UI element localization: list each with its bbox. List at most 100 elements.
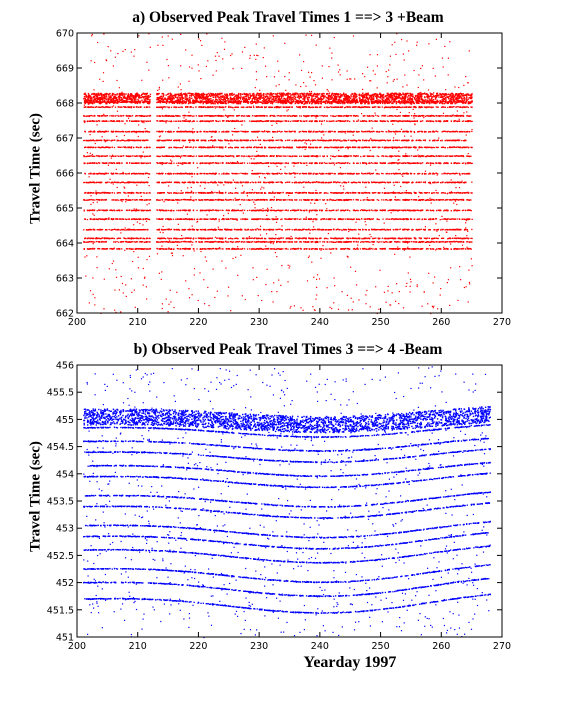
data-point [186,95,188,97]
data-point [448,98,450,100]
data-point [253,97,255,99]
data-point [103,99,106,101]
data-point [436,101,438,103]
data-point [422,100,424,102]
data-point [325,115,327,117]
data-point [433,95,435,97]
data-point [250,106,252,108]
data-point [147,98,149,101]
data-point [91,98,93,100]
data-point [130,115,132,117]
data-point [134,101,136,103]
data-point [302,95,304,97]
data-point [379,102,381,104]
data-point [371,98,373,101]
data-point [305,101,307,103]
data-point [456,95,459,97]
data-point [336,93,338,96]
data-point [95,97,97,99]
data-point [121,98,124,100]
data-point [225,120,227,122]
data-point [88,95,90,98]
data-point [410,98,412,100]
data-point [130,106,132,108]
data-point [316,120,318,123]
data-point [105,95,108,97]
data-point [444,93,447,95]
data-point [421,95,423,98]
data-point [143,101,146,103]
data-point [361,106,363,108]
data-point [423,93,425,95]
data-point [446,95,448,98]
data-point [404,102,406,105]
data-point [208,121,210,123]
data-point [299,96,301,99]
data-point [307,99,310,101]
data-point [286,94,288,96]
data-point [303,97,305,99]
data-point [111,94,114,97]
data-point [195,115,197,117]
data-point [383,115,386,117]
data-point [465,94,467,97]
plot-panel-a: 200 210 220 230 240 250 260 2706626636646656666… [56,29,511,329]
data-point [187,102,190,105]
data-point [346,102,349,104]
data-point [126,97,128,100]
data-point [244,98,246,100]
data-point [247,101,249,103]
data-point [399,102,401,105]
data-point [318,102,320,105]
data-point [303,106,305,108]
data-point [440,115,442,117]
data-point [226,96,228,98]
data-point [408,99,411,102]
data-point [269,92,271,94]
data-point [122,94,124,96]
data-point [243,120,246,122]
data-point [226,93,228,96]
data-point [387,102,389,104]
data-point [458,120,460,122]
data-point [246,94,248,96]
data-point [297,96,299,98]
data-point [266,95,269,97]
data-point [370,120,373,122]
data-point [183,93,185,96]
data-point [414,120,416,122]
data-point [241,93,243,95]
data-point [402,120,404,123]
data-point [97,120,100,122]
data-point [100,131,102,133]
data-point [293,93,295,95]
data-point [381,96,383,98]
data-point [417,99,419,101]
data-point [261,106,263,109]
data-point [359,94,361,96]
data-point [352,120,355,122]
data-point [255,98,257,101]
data-point [126,115,128,117]
data-point [156,92,158,95]
data-point [405,115,407,117]
data-point [294,102,296,105]
data-point [417,115,419,117]
data-point [159,106,161,109]
data-point [408,115,410,117]
data-point [160,120,162,122]
data-point [195,93,197,96]
data-point [379,106,381,108]
data-point [287,94,289,96]
data-point [181,95,183,97]
data-point [257,94,260,97]
data-point [437,101,439,103]
data-point [420,115,423,117]
data-point [398,93,401,96]
data-point [185,106,187,108]
data-point [465,101,467,103]
data-point [262,94,265,96]
data-point [356,95,358,97]
data-point [438,115,440,117]
data-point [371,106,374,108]
